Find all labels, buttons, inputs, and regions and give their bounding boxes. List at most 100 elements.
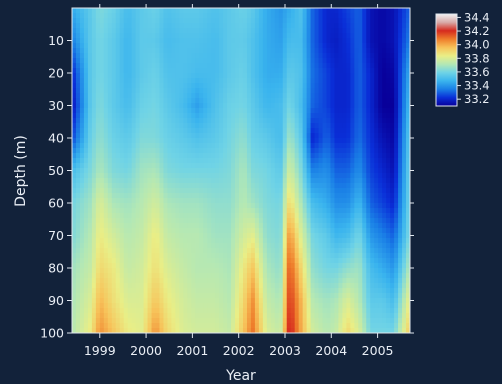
heatmap-cell: [354, 88, 359, 94]
heatmap-cell: [167, 208, 173, 214]
heatmap-cell: [258, 88, 264, 94]
heatmap-cell: [282, 298, 288, 304]
heatmap-cell: [366, 38, 371, 44]
heatmap-cell: [235, 148, 240, 154]
heatmap-cell: [115, 268, 121, 274]
heatmap-cell: [175, 258, 180, 264]
heatmap-cell: [282, 38, 288, 44]
heatmap-cell: [378, 203, 383, 209]
heatmap-cell: [366, 118, 371, 124]
heatmap-cell: [302, 268, 308, 274]
heatmap-cell: [294, 223, 300, 229]
heatmap-cell: [231, 108, 236, 114]
heatmap-cell: [298, 63, 304, 69]
heatmap-cell: [254, 263, 260, 269]
heatmap-cell: [159, 118, 165, 124]
heatmap-cell: [227, 233, 232, 239]
heatmap-cell: [99, 48, 105, 54]
heatmap-cell: [242, 208, 248, 214]
heatmap-cell: [227, 68, 232, 74]
heatmap-cell: [123, 263, 129, 269]
heatmap-cell: [350, 183, 355, 189]
heatmap-cell: [250, 153, 256, 159]
heatmap-cell: [362, 103, 367, 109]
heatmap-cell: [115, 283, 121, 289]
heatmap-cell: [183, 223, 188, 229]
heatmap-cell: [326, 158, 332, 164]
heatmap-cell: [155, 173, 161, 179]
heatmap-cell: [334, 188, 340, 194]
heatmap-cell: [334, 263, 340, 269]
heatmap-cell: [294, 248, 300, 254]
heatmap-cell: [274, 168, 280, 174]
heatmap-cell: [378, 188, 383, 194]
heatmap-cell: [151, 118, 157, 124]
heatmap-cell: [103, 253, 109, 259]
heatmap-cell: [171, 28, 176, 34]
heatmap-cell: [143, 248, 149, 254]
heatmap-cell: [119, 78, 125, 84]
heatmap-cell: [274, 283, 280, 289]
heatmap-cell: [382, 258, 387, 264]
heatmap-cell: [151, 148, 157, 154]
heatmap-cell: [298, 168, 304, 174]
heatmap-cell: [322, 23, 328, 29]
heatmap-cell: [187, 88, 192, 94]
heatmap-cell: [79, 53, 85, 59]
heatmap-cell: [95, 263, 101, 269]
heatmap-cell: [111, 88, 117, 94]
heatmap-cell: [326, 138, 332, 144]
heatmap-cell: [274, 233, 280, 239]
heatmap-cell: [72, 8, 77, 14]
heatmap-cell: [231, 163, 236, 169]
heatmap-cell: [87, 118, 93, 124]
heatmap-cell: [139, 298, 145, 304]
heatmap-cell: [246, 28, 252, 34]
heatmap-cell: [242, 163, 248, 169]
heatmap-cell: [254, 33, 260, 39]
heatmap-cell: [72, 138, 77, 144]
heatmap-cell: [147, 128, 153, 134]
heatmap-cell: [163, 198, 169, 204]
heatmap-cell: [239, 283, 244, 289]
heatmap-cell: [231, 173, 236, 179]
heatmap-cell: [334, 13, 340, 19]
heatmap-cell: [326, 168, 332, 174]
heatmap-cell: [183, 128, 188, 134]
heatmap-cell: [183, 108, 188, 114]
heatmap-cell: [246, 43, 252, 49]
heatmap-cell: [227, 223, 232, 229]
heatmap-cell: [278, 28, 284, 34]
heatmap-cell: [362, 8, 367, 14]
heatmap-cell: [322, 143, 328, 149]
heatmap-cell: [91, 28, 97, 34]
heatmap-cell: [155, 18, 161, 24]
heatmap-cell: [199, 148, 204, 154]
heatmap-cell: [246, 13, 252, 19]
heatmap-cell: [262, 98, 268, 104]
heatmap-cell: [175, 163, 180, 169]
heatmap-cell: [258, 183, 264, 189]
heatmap-cell: [139, 163, 145, 169]
heatmap-cell: [219, 93, 224, 99]
heatmap-cell: [314, 143, 320, 149]
heatmap-cell: [278, 198, 284, 204]
heatmap-cell: [290, 163, 296, 169]
heatmap-cell: [258, 238, 264, 244]
heatmap-cell: [366, 238, 371, 244]
heatmap-cell: [79, 68, 85, 74]
heatmap-cell: [103, 273, 109, 279]
heatmap-cell: [334, 258, 340, 264]
heatmap-cell: [322, 158, 328, 164]
heatmap-cell: [402, 33, 407, 39]
heatmap-cell: [207, 253, 212, 259]
heatmap-cell: [374, 183, 379, 189]
heatmap-cell: [314, 278, 320, 284]
heatmap-cell: [250, 8, 256, 14]
heatmap-cell: [374, 43, 379, 49]
heatmap-cell: [318, 228, 324, 234]
heatmap-cell: [286, 183, 292, 189]
heatmap-cell: [231, 263, 236, 269]
heatmap-cell: [366, 223, 371, 229]
heatmap-cell: [187, 193, 192, 199]
